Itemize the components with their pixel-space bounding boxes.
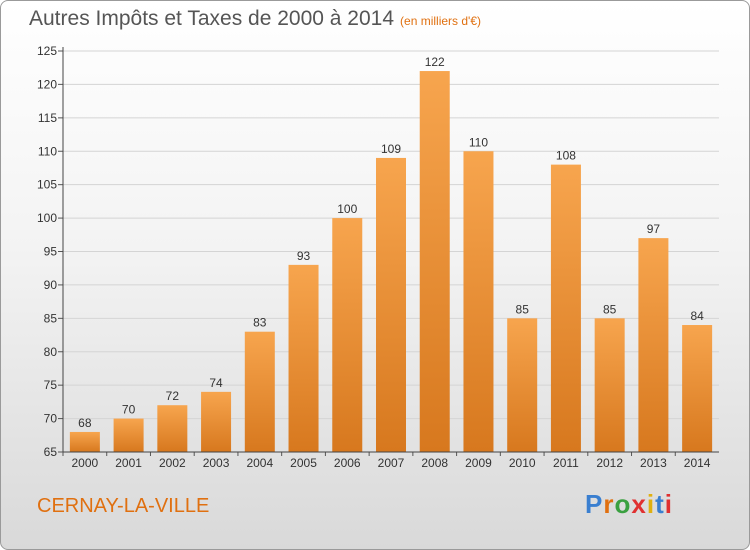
y-tick-label: 100 bbox=[37, 211, 57, 225]
x-tick-label: 2003 bbox=[203, 456, 230, 470]
y-tick-label: 75 bbox=[44, 378, 58, 392]
x-tick-label: 2013 bbox=[640, 456, 667, 470]
logo-letter: t bbox=[655, 489, 665, 519]
x-tick-label: 2005 bbox=[290, 456, 317, 470]
bar-2005 bbox=[288, 264, 319, 452]
x-tick-label: 2001 bbox=[115, 456, 142, 470]
data-label: 122 bbox=[425, 55, 445, 69]
logo-letter: i bbox=[646, 489, 656, 519]
chart-title: Autres Impôts et Taxes de 2000 à 2014 (en… bbox=[29, 7, 481, 31]
bar-2009 bbox=[463, 151, 494, 452]
data-label: 70 bbox=[122, 403, 136, 417]
logo-letter: i bbox=[664, 489, 673, 519]
y-tick-label: 65 bbox=[44, 445, 58, 459]
logo-letter: P bbox=[585, 489, 604, 519]
x-tick-label: 2014 bbox=[684, 456, 711, 470]
data-label: 68 bbox=[78, 416, 92, 430]
y-tick-label: 120 bbox=[37, 77, 57, 91]
data-label: 72 bbox=[166, 389, 180, 403]
data-label: 83 bbox=[253, 316, 267, 330]
chart-title-text: Autres Impôts et Taxes de 2000 à 2014 bbox=[29, 7, 395, 30]
x-tick-label: 2004 bbox=[246, 456, 273, 470]
logo-letter: x bbox=[631, 489, 647, 519]
bar-2001 bbox=[113, 418, 144, 452]
y-tick-label: 70 bbox=[44, 412, 58, 426]
y-tick-label: 125 bbox=[37, 44, 57, 58]
x-tick-label: 2012 bbox=[596, 456, 623, 470]
x-tick-label: 2002 bbox=[159, 456, 186, 470]
bar-2013 bbox=[638, 238, 669, 452]
data-label: 74 bbox=[209, 376, 223, 390]
bar-2011 bbox=[550, 164, 581, 452]
bar-2012 bbox=[594, 318, 625, 452]
data-label: 100 bbox=[337, 202, 357, 216]
y-tick-label: 90 bbox=[44, 278, 58, 292]
bar-2014 bbox=[682, 325, 713, 452]
x-tick-label: 2006 bbox=[334, 456, 361, 470]
bar-2003 bbox=[201, 391, 232, 452]
y-tick-label: 105 bbox=[37, 178, 57, 192]
bar-2006 bbox=[332, 218, 363, 452]
data-label: 85 bbox=[516, 302, 530, 316]
bar-2008 bbox=[419, 71, 450, 453]
logo-letter: o bbox=[614, 489, 632, 519]
x-tick-label: 2010 bbox=[509, 456, 536, 470]
x-tick-label: 2011 bbox=[553, 456, 579, 470]
y-tick-label: 85 bbox=[44, 311, 58, 325]
bar-2002 bbox=[157, 405, 188, 452]
data-label: 108 bbox=[556, 149, 576, 163]
logo-letter: r bbox=[603, 489, 615, 519]
bar-2007 bbox=[376, 157, 406, 452]
bar-2000 bbox=[69, 431, 100, 452]
data-label: 110 bbox=[469, 135, 488, 149]
unit-note: (en milliers d'€) bbox=[400, 14, 482, 28]
y-tick-label: 115 bbox=[38, 111, 57, 125]
x-tick-label: 2009 bbox=[465, 456, 492, 470]
bar-2010 bbox=[507, 318, 538, 452]
bar-2004 bbox=[244, 331, 275, 452]
x-tick-label: 2008 bbox=[421, 456, 448, 470]
data-label: 85 bbox=[603, 302, 617, 316]
data-label: 109 bbox=[381, 142, 401, 156]
y-tick-label: 80 bbox=[44, 345, 58, 359]
data-label: 97 bbox=[647, 222, 661, 236]
y-tick-label: 110 bbox=[38, 144, 57, 158]
data-label: 93 bbox=[297, 249, 311, 263]
proxiti-logo[interactable]: Proxiti bbox=[585, 489, 673, 520]
data-label: 84 bbox=[690, 309, 704, 323]
city-name: CERNAY-LA-VILLE bbox=[37, 495, 210, 517]
y-tick-label: 95 bbox=[44, 245, 58, 259]
x-tick-label: 2007 bbox=[378, 456, 405, 470]
x-tick-label: 2000 bbox=[72, 456, 99, 470]
